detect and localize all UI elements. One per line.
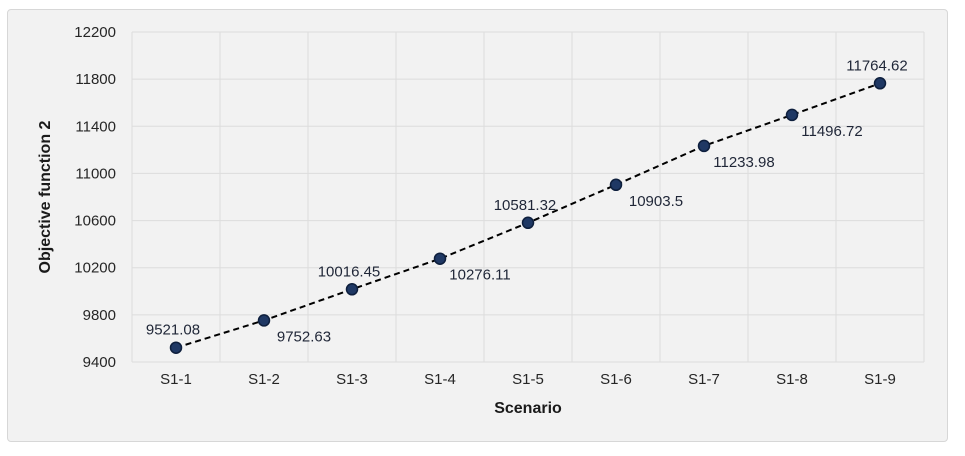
data-point-marker <box>785 108 799 122</box>
chart-frame: 9400 9800 10200 10600 11000 11400 11800 12200 S1… <box>7 9 948 442</box>
data-point-label: 10016.45 <box>318 263 381 280</box>
data-point-marker <box>609 178 623 192</box>
y-tick-label: 11000 <box>75 165 116 182</box>
y-tick-label: 10200 <box>74 260 116 277</box>
series-dashed-line <box>175 82 881 349</box>
data-point-label: 9521.08 <box>146 322 200 339</box>
data-point-marker <box>433 252 447 265</box>
x-tick-label: S1-7 <box>688 371 720 388</box>
x-tick-label: S1-8 <box>776 371 808 388</box>
data-point-label: 11764.62 <box>846 57 907 74</box>
y-tick-label: 11400 <box>75 118 116 135</box>
data-point-marker <box>873 77 887 90</box>
y-tick-label: 9800 <box>83 307 116 324</box>
x-tick-label: S1-2 <box>248 371 280 388</box>
x-tick-label: S1-9 <box>864 371 896 388</box>
data-point-marker <box>345 283 359 296</box>
data-point-marker <box>257 314 271 327</box>
x-tick-label: S1-4 <box>424 371 456 388</box>
x-tick-label: S1-1 <box>160 371 192 388</box>
data-point-label: 9752.63 <box>277 328 331 345</box>
y-tick-label: 11800 <box>75 71 116 88</box>
data-point-label: 10581.32 <box>494 197 557 214</box>
data-point-marker <box>169 341 183 354</box>
y-tick-label: 10600 <box>74 213 116 230</box>
data-point-marker <box>697 139 711 153</box>
x-tick-label: S1-6 <box>600 371 632 388</box>
data-point-label: 10903.5 <box>629 193 683 210</box>
x-tick-label: S1-3 <box>336 371 368 388</box>
data-point-label: 11496.72 <box>801 123 862 140</box>
y-tick-label: 12200 <box>74 24 116 41</box>
data-point-marker <box>521 216 535 230</box>
scatter-line-plot: 9400 9800 10200 10600 11000 11400 11800 12200 S1… <box>74 24 925 388</box>
x-tick-label: S1-5 <box>512 371 544 388</box>
data-point-label: 11233.98 <box>713 154 774 171</box>
data-point-label: 10276.11 <box>449 267 510 284</box>
y-tick-label: 9400 <box>83 354 116 371</box>
